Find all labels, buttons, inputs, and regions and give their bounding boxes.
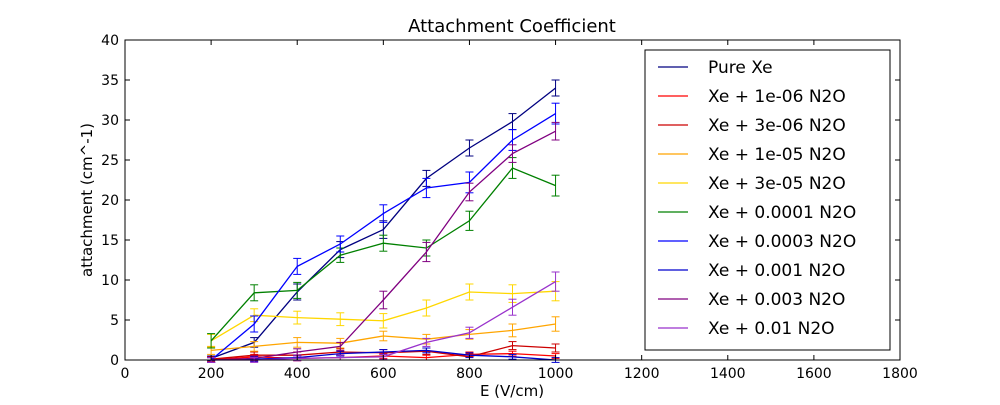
y-tick-label: 40 bbox=[101, 33, 119, 49]
error-bar bbox=[379, 313, 388, 329]
x-tick-label: 400 bbox=[284, 366, 311, 382]
error-bar bbox=[465, 182, 474, 202]
y-tick-label: 20 bbox=[101, 193, 119, 209]
error-bar bbox=[336, 312, 345, 327]
error-bar bbox=[379, 330, 388, 342]
x-tick-label: 1400 bbox=[710, 366, 746, 382]
y-axis-label: attachment (cm^-1) bbox=[78, 123, 96, 277]
error-bar bbox=[551, 121, 560, 141]
error-bar bbox=[336, 341, 345, 351]
legend-label: Xe + 3e-05 N2O bbox=[708, 174, 846, 194]
error-bar bbox=[465, 139, 474, 157]
error-bar bbox=[336, 235, 345, 253]
axis-ticks: 0 200 400 600 800 1000 1200 1400 1600 1800 0 5 10 15 2… bbox=[101, 33, 918, 382]
error-bar bbox=[551, 316, 560, 332]
legend-label: Xe + 3e-06 N2O bbox=[708, 116, 846, 136]
error-bar bbox=[293, 257, 302, 275]
plot-area bbox=[207, 79, 560, 363]
chart-title: Attachment Coefficient bbox=[408, 16, 616, 37]
error-bar bbox=[293, 337, 302, 348]
error-bar bbox=[293, 281, 302, 299]
legend-label: Xe + 0.003 N2O bbox=[708, 290, 845, 310]
legend-label: Xe + 0.0003 N2O bbox=[708, 232, 856, 252]
error-bar bbox=[551, 271, 560, 292]
error-bar bbox=[551, 343, 560, 353]
error-bar bbox=[379, 234, 388, 252]
y-tick-label: 10 bbox=[101, 273, 119, 289]
legend-label: Xe + 0.01 N2O bbox=[708, 319, 835, 339]
error-bar bbox=[379, 290, 388, 310]
error-bar bbox=[508, 353, 517, 360]
legend: Pure Xe Xe + 1e-06 N2O Xe + 3e-06 N2O Xe + … bbox=[644, 49, 891, 351]
x-tick-label: 200 bbox=[198, 366, 225, 382]
legend-label: Xe + 1e-06 N2O bbox=[708, 87, 846, 107]
series bbox=[207, 157, 560, 349]
error-bar bbox=[422, 337, 431, 347]
y-tick-label: 0 bbox=[110, 353, 119, 369]
legend-label: Xe + 0.001 N2O bbox=[708, 261, 845, 281]
error-bar bbox=[250, 315, 259, 333]
x-tick-label: 1200 bbox=[624, 366, 660, 382]
error-bar bbox=[422, 177, 431, 199]
y-tick-label: 15 bbox=[101, 233, 119, 249]
x-tick-label: 0 bbox=[121, 366, 130, 382]
error-bar bbox=[508, 298, 517, 316]
error-bar bbox=[465, 326, 474, 339]
error-bar bbox=[508, 144, 517, 163]
error-bar bbox=[508, 341, 517, 351]
error-bar bbox=[379, 204, 388, 223]
x-tick-label: 1800 bbox=[882, 366, 918, 382]
x-axis-label: E (V/cm) bbox=[480, 382, 544, 400]
error-bar bbox=[465, 210, 474, 231]
x-tick-label: 600 bbox=[370, 366, 397, 382]
error-bar bbox=[293, 310, 302, 325]
error-bar bbox=[422, 299, 431, 317]
error-bar bbox=[250, 284, 259, 302]
error-bar bbox=[465, 283, 474, 301]
legend-box bbox=[644, 49, 891, 351]
error-bar bbox=[207, 333, 216, 349]
x-tick-label: 1600 bbox=[796, 366, 832, 382]
series bbox=[207, 121, 560, 363]
x-tick-label: 1000 bbox=[538, 366, 574, 382]
legend-label: Xe + 0.0001 N2O bbox=[708, 203, 856, 223]
x-tick-label: 800 bbox=[456, 366, 483, 382]
y-tick-label: 5 bbox=[110, 313, 119, 329]
error-bar bbox=[422, 241, 431, 263]
legend-label: Xe + 1e-05 N2O bbox=[708, 145, 846, 165]
error-bar bbox=[422, 347, 431, 354]
legend-label: Pure Xe bbox=[708, 58, 773, 78]
error-bar bbox=[508, 323, 517, 338]
error-bar bbox=[250, 341, 259, 352]
y-tick-label: 25 bbox=[101, 153, 119, 169]
y-tick-label: 30 bbox=[101, 113, 119, 129]
error-bar bbox=[551, 174, 560, 197]
y-tick-label: 35 bbox=[101, 73, 119, 89]
error-bar bbox=[551, 79, 560, 97]
